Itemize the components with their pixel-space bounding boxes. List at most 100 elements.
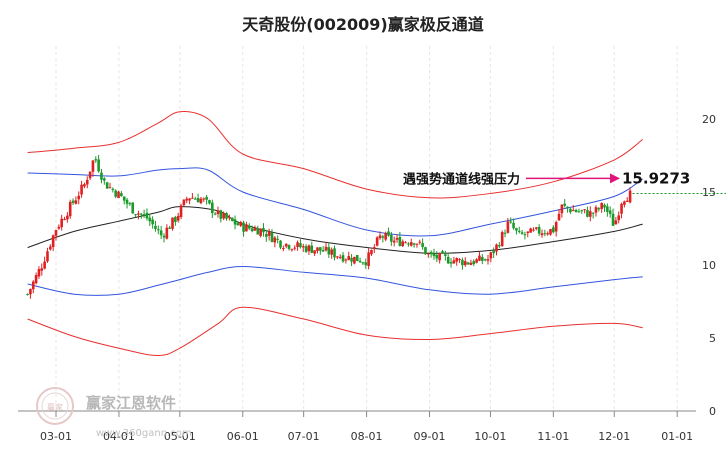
candle-body: [617, 215, 621, 221]
candle-body: [319, 247, 322, 251]
candle-body: [534, 227, 538, 229]
candle-body: [452, 260, 456, 264]
candle-body: [230, 217, 234, 221]
candle-body: [566, 206, 569, 209]
candle-body: [182, 199, 186, 206]
candle-body: [546, 233, 549, 235]
x-tick-label: 04-01: [103, 430, 135, 443]
candle-body: [444, 254, 447, 256]
candle-body: [247, 225, 251, 229]
candle-body: [85, 179, 89, 185]
candle-body: [600, 202, 603, 209]
candle-body: [552, 227, 555, 233]
y-tick-label: 15: [702, 186, 716, 199]
candle-body: [63, 219, 66, 221]
candle-body: [299, 243, 302, 248]
candle-body: [80, 184, 83, 195]
candle-body: [577, 211, 581, 213]
candle-body: [421, 243, 424, 248]
candle-body: [225, 212, 228, 219]
channel-line-upper_outer: [27, 111, 643, 199]
candle-body: [353, 256, 356, 264]
channel-lines: [27, 111, 643, 357]
candle-body: [270, 232, 274, 242]
candle-body: [358, 260, 362, 263]
candle-body: [441, 251, 444, 254]
candle-body: [509, 221, 513, 223]
candle-body: [193, 198, 197, 200]
watermark-url: www.360gann.com: [96, 428, 192, 439]
candle-body: [290, 249, 294, 251]
candle-body: [498, 245, 501, 247]
candle-body: [188, 198, 191, 201]
candle-body: [250, 228, 254, 232]
candle-body: [199, 198, 203, 204]
candle-body: [330, 249, 333, 255]
candle-body: [532, 229, 535, 231]
candle-body: [46, 251, 49, 262]
candle-body: [495, 244, 498, 252]
candle-body: [415, 243, 419, 245]
candle-body: [395, 238, 399, 240]
candle-body: [381, 236, 385, 238]
candle-body: [29, 288, 32, 295]
candle-body: [336, 256, 339, 258]
candle-body: [125, 199, 129, 204]
candle-body: [469, 262, 473, 266]
candle-body: [594, 207, 598, 213]
candle-body: [392, 240, 396, 243]
candle-body: [37, 269, 41, 277]
candle-body: [341, 255, 345, 262]
watermark-seal-text: 赢家: [47, 402, 63, 412]
candle-body: [313, 250, 316, 254]
candle-body: [503, 232, 507, 234]
candle-body: [131, 202, 135, 214]
candle-body: [338, 256, 342, 258]
candle-body: [483, 259, 487, 261]
candle-body: [628, 190, 632, 203]
candle-body: [418, 241, 422, 243]
grid-lines: [55, 46, 678, 411]
candle-body: [296, 242, 299, 248]
candle-body: [608, 210, 612, 214]
candle-body: [120, 193, 123, 197]
x-tick-labels: 03-01 04-01 05-01 06-01 07-01 08-01 09-01 10-01…: [40, 411, 693, 443]
candle-body: [370, 250, 373, 255]
candle-body: [148, 217, 152, 222]
candle-body: [361, 262, 365, 264]
candle-body: [310, 245, 314, 253]
chart-title: 天奇股份(002009)赢家极反通道: [242, 15, 483, 34]
candle-body: [253, 228, 257, 231]
candle-body: [154, 225, 157, 229]
candle-body: [375, 237, 379, 246]
candle-body: [134, 214, 137, 216]
candle-body: [321, 249, 325, 252]
candle-body: [157, 229, 160, 231]
candle-body: [611, 213, 615, 226]
watermark-seal-inner: [41, 392, 69, 420]
candle-body: [68, 201, 72, 217]
candle-body: [549, 229, 552, 235]
x-tick-label: 12-01: [598, 430, 630, 443]
candle-body: [412, 243, 416, 245]
x-tick-label: 06-01: [227, 430, 259, 443]
candle-body: [387, 231, 390, 236]
candle-body: [179, 205, 183, 218]
candle-body: [279, 240, 282, 248]
candle-body: [623, 201, 626, 205]
candle-body: [233, 219, 237, 225]
candle-body: [117, 191, 120, 199]
candle-body: [208, 200, 211, 204]
candle-body: [284, 243, 288, 247]
candle-body: [222, 213, 225, 219]
candle-body: [256, 228, 260, 235]
candle-body: [355, 255, 359, 262]
candle-body: [398, 237, 402, 246]
candle-body: [586, 210, 589, 217]
candle-body: [537, 226, 541, 234]
candle-body: [324, 246, 328, 251]
candle-body: [458, 259, 461, 261]
candle-body: [77, 195, 81, 200]
candle-body: [301, 246, 305, 248]
